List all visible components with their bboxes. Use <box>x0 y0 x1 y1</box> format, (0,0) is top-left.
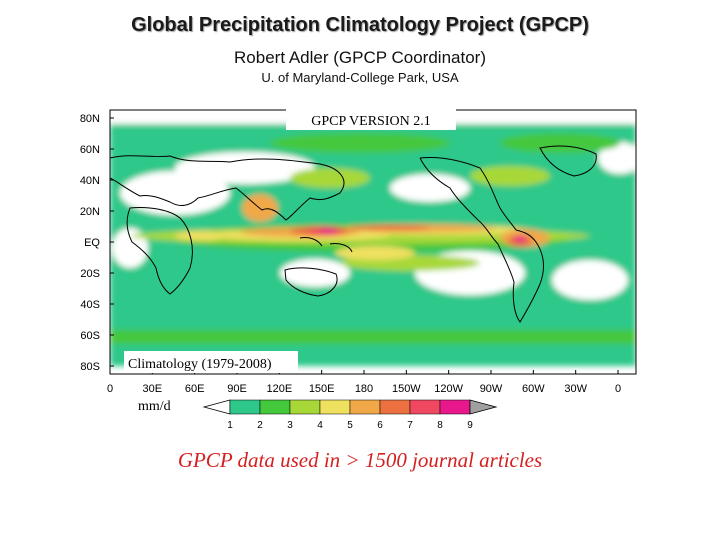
lon-label: 0 <box>107 383 113 395</box>
lat-label: 80N <box>80 113 100 125</box>
lat-label: 40N <box>80 175 100 187</box>
version-label-bg <box>286 108 456 130</box>
coastlines <box>110 145 597 323</box>
lat-label: 60S <box>80 330 100 342</box>
tagline: GPCP data used in > 1500 journal article… <box>177 448 543 472</box>
legend-swatch <box>349 399 381 415</box>
legend-tick-label: 4 <box>317 420 323 431</box>
affiliation-line: U. of Maryland-College Park, USA <box>261 70 459 85</box>
lat-label: EQ <box>84 237 100 249</box>
legend-tick-label: 7 <box>407 420 413 431</box>
lon-label: 180 <box>355 383 373 395</box>
legend-swatch <box>439 399 471 415</box>
legend-tick-label: 3 <box>287 420 293 431</box>
lon-label: 0 <box>615 383 621 395</box>
longitude-labels: 0 30E 60E 90E 120E 150E 180 150W 120W 90W 60W 30W 0 <box>107 370 621 395</box>
lon-label: 90W <box>480 383 503 395</box>
legend-swatch <box>229 399 261 415</box>
color-legend: mm/d 1 2 3 4 5 6 7 8 9 <box>0 396 720 432</box>
lon-label: 90E <box>227 383 247 395</box>
latitude-labels: 80N 60N 40N 20N EQ 20S 40S 60S 80S <box>80 113 114 373</box>
lon-label: 30E <box>143 383 163 395</box>
legend-tick-label: 9 <box>467 420 473 431</box>
version-label: GPCP VERSION 2.1 <box>311 114 430 129</box>
legend-swatch <box>289 399 321 415</box>
lon-label: 60W <box>522 383 545 395</box>
legend-tick-label: 5 <box>347 420 353 431</box>
legend-unit: mm/d <box>138 399 171 414</box>
lon-label: 120E <box>266 383 292 395</box>
lon-label: 150E <box>309 383 335 395</box>
lat-label: 20N <box>80 206 100 218</box>
lon-label: 60E <box>185 383 205 395</box>
period-label: Climatology (1979-2008) <box>128 357 272 372</box>
precip-field <box>110 110 636 366</box>
period-label-bg <box>124 351 298 373</box>
legend-bar <box>202 399 498 415</box>
legend-swatch <box>379 399 411 415</box>
legend-swatch <box>259 399 291 415</box>
legend-swatch <box>409 399 441 415</box>
lat-label: 80S <box>80 361 100 373</box>
legend-tick-label: 2 <box>257 420 263 431</box>
legend-tick-label: 8 <box>437 420 443 431</box>
legend-swatch <box>319 399 351 415</box>
legend-ticks: 1 2 3 4 5 6 7 8 9 <box>227 420 473 431</box>
legend-under-arrow <box>202 399 231 415</box>
legend-tick-label: 6 <box>377 420 383 431</box>
legend-over-arrow <box>469 399 498 415</box>
legend-tick-label: 1 <box>227 420 233 431</box>
precipitation-map: 80N 60N 40N 20N EQ 20S 40S 60S 80S 0 30E 60E 90E 120… <box>0 98 720 398</box>
lat-label: 40S <box>80 299 100 311</box>
slide-title: Global Precipitation Climatology Project… <box>131 14 589 36</box>
lon-label: 150W <box>392 383 421 395</box>
lat-label: 20S <box>80 268 100 280</box>
lat-label: 60N <box>80 144 100 156</box>
presenter-line: Robert Adler (GPCP Coordinator) <box>234 48 486 67</box>
lon-label: 30W <box>564 383 587 395</box>
lon-label: 120W <box>434 383 463 395</box>
